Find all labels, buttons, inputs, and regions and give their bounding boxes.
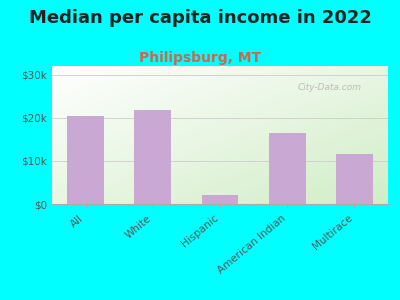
Bar bbox=[134, 110, 171, 204]
Bar bbox=[67, 116, 104, 204]
Bar bbox=[202, 194, 238, 204]
Bar bbox=[336, 154, 373, 204]
Text: Median per capita income in 2022: Median per capita income in 2022 bbox=[28, 9, 372, 27]
Text: Philipsburg, MT: Philipsburg, MT bbox=[139, 51, 261, 65]
Bar bbox=[269, 133, 306, 204]
Text: City-Data.com: City-Data.com bbox=[297, 82, 361, 91]
